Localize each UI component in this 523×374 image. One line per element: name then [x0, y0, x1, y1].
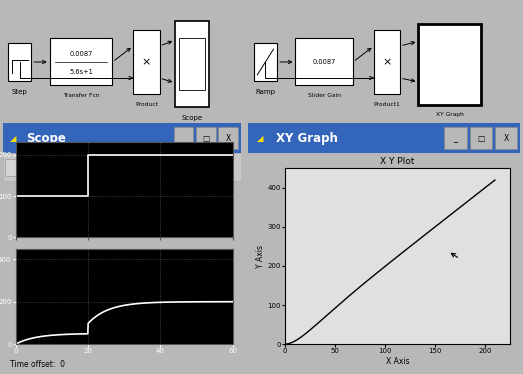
Bar — [90, 159, 103, 177]
Bar — [470, 127, 492, 149]
Text: Transfer Fcn: Transfer Fcn — [63, 93, 99, 98]
Text: 5.6s+1: 5.6s+1 — [69, 69, 93, 75]
Text: Scope: Scope — [181, 114, 203, 120]
X-axis label: X Axis: X Axis — [385, 357, 410, 366]
Bar — [105, 159, 117, 177]
Bar — [248, 123, 520, 153]
Text: »: » — [148, 162, 154, 172]
Bar — [133, 30, 160, 94]
Text: ↘: ↘ — [163, 168, 170, 177]
Bar — [179, 39, 205, 90]
Text: XY Graph: XY Graph — [436, 113, 464, 117]
Text: X: X — [225, 134, 231, 143]
Bar — [37, 159, 50, 177]
Bar — [19, 159, 32, 177]
Bar — [295, 39, 353, 86]
Text: 0.0087: 0.0087 — [313, 59, 336, 65]
Text: ×: × — [142, 57, 151, 67]
Text: _: _ — [453, 134, 457, 143]
Text: ×: × — [382, 57, 392, 67]
Bar — [3, 123, 241, 153]
Y-axis label: Y Axis: Y Axis — [256, 245, 265, 268]
Bar — [174, 127, 194, 149]
Text: XY Graph: XY Graph — [276, 132, 337, 145]
Text: ◢: ◢ — [257, 134, 263, 143]
Bar — [50, 39, 112, 86]
Text: Time offset:  0: Time offset: 0 — [10, 359, 65, 368]
Bar — [418, 24, 481, 105]
Text: _: _ — [182, 134, 186, 143]
Text: Product1: Product1 — [373, 102, 401, 107]
Text: Step: Step — [12, 89, 28, 95]
Bar — [254, 43, 277, 81]
Bar — [175, 21, 209, 107]
Text: Scope: Scope — [26, 132, 66, 145]
Bar — [3, 153, 241, 181]
Bar — [51, 159, 64, 177]
Text: □: □ — [202, 134, 210, 143]
Text: Product: Product — [135, 102, 158, 107]
Text: 0.0087: 0.0087 — [70, 50, 93, 56]
Bar — [196, 127, 215, 149]
Text: X: X — [503, 134, 508, 143]
Bar — [8, 43, 31, 81]
Bar — [66, 159, 78, 177]
Text: Slider Gain: Slider Gain — [308, 93, 341, 98]
Bar — [444, 127, 467, 149]
Text: ◢: ◢ — [10, 134, 16, 143]
Text: □: □ — [477, 134, 484, 143]
Bar — [5, 159, 17, 177]
Title: X Y Plot: X Y Plot — [380, 157, 415, 166]
Text: Ramp: Ramp — [255, 89, 276, 95]
Bar — [218, 127, 238, 149]
Bar — [374, 30, 400, 94]
Bar — [119, 159, 132, 177]
Bar — [495, 127, 517, 149]
